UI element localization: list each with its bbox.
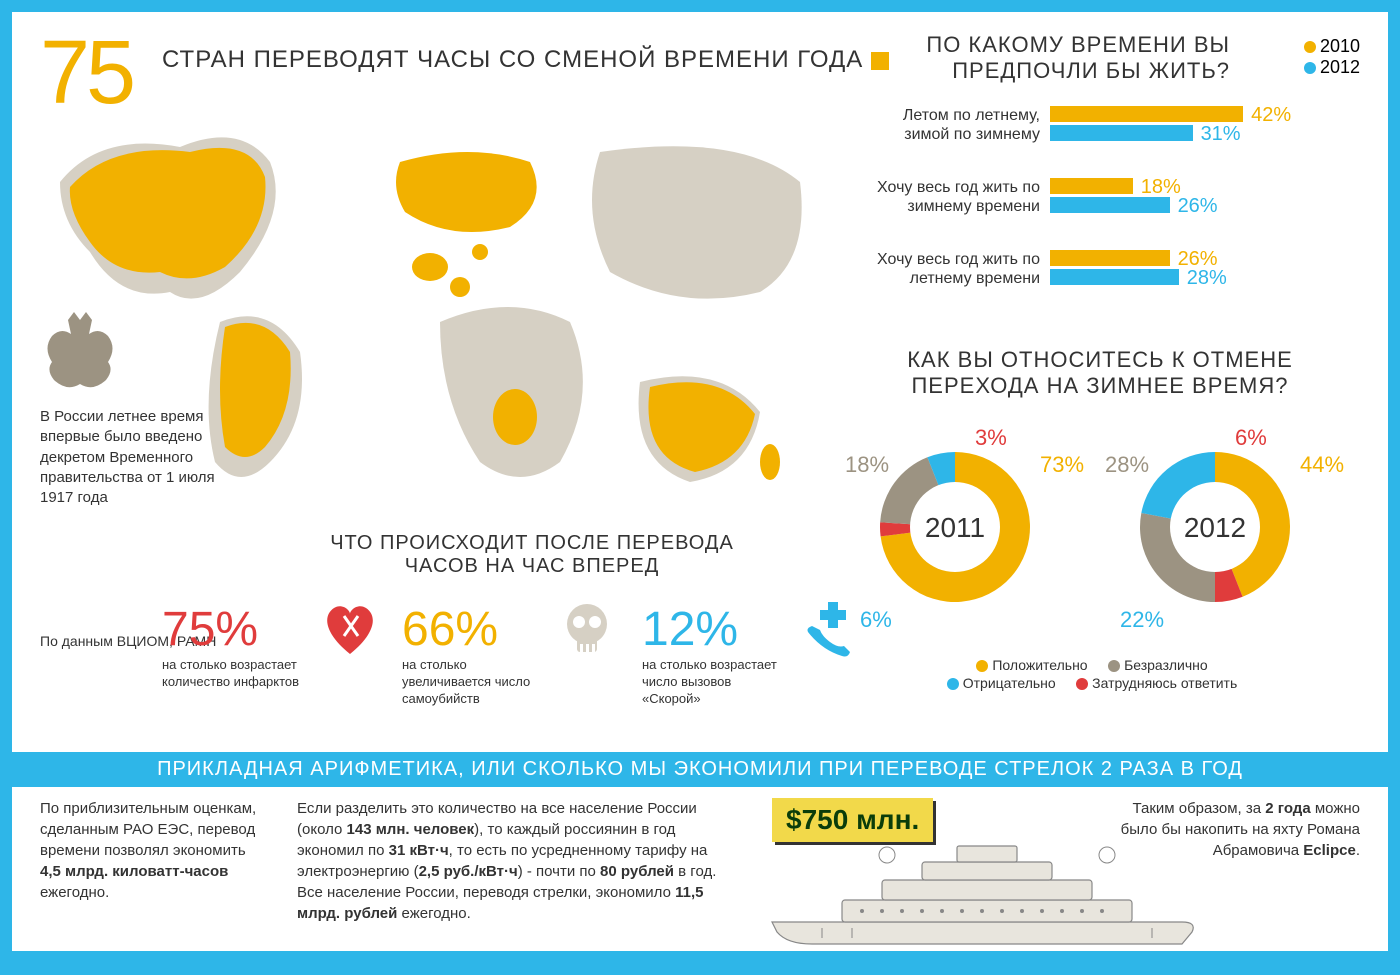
bar-2010: 18% xyxy=(1050,178,1133,194)
heart-icon xyxy=(320,602,380,662)
donut-pct-dk: 3% xyxy=(975,425,1007,451)
legend-2010-label: 2010 xyxy=(1320,36,1360,56)
effect-value: 12% xyxy=(642,602,792,657)
bar-val-2010: 42% xyxy=(1251,104,1291,127)
bar-val-2012: 31% xyxy=(1201,123,1241,146)
header-title: СТРАН ПЕРЕВОДЯТ ЧАСЫ СО СМЕНОЙ ВРЕМЕНИ Г… xyxy=(162,46,889,74)
footer-banner: ПРИКЛАДНАЯ АРИФМЕТИКА, ИЛИ СКОЛЬКО МЫ ЭК… xyxy=(12,752,1388,787)
history-fact: В России летнее время впервые было введе… xyxy=(40,407,220,508)
bar-2010: 26% xyxy=(1050,250,1170,266)
effect-stat-2: 12%на столько возрастает число вызовов «… xyxy=(642,602,862,708)
effect-stat-0: 75%на столько возрастает количество инфа… xyxy=(162,602,382,708)
survey1-title-l2: ПРЕДПОЧЛИ БЫ ЖИТЬ? xyxy=(952,58,1230,83)
legend-2010: 2010 xyxy=(1304,36,1360,57)
survey-preference: ПО КАКОМУ ВРЕМЕНИ ВЫ ПРЕДПОЧЛИ БЫ ЖИТЬ? … xyxy=(840,32,1360,322)
bar-2012: 28% xyxy=(1050,269,1179,285)
bar-val-2012: 26% xyxy=(1178,195,1218,218)
bar-row-2: Хочу весь год жить полетнему времени26% 2… xyxy=(840,250,1360,296)
bar-2012: 31% xyxy=(1050,125,1193,141)
bar-label: Хочу весь год жить позимнему времени xyxy=(840,178,1050,216)
donut-legend: Положительно Безразлично Отрицательно За… xyxy=(840,657,1360,693)
donut-title-l2: ПЕРЕХОДА НА ЗИМНЕЕ ВРЕМЯ? xyxy=(911,373,1288,398)
effects-title: ЧТО ПРОИСХОДИТ ПОСЛЕ ПЕРЕВОДА ЧАСОВ НА Ч… xyxy=(242,532,822,578)
effects-title-l2: ЧАСОВ НА ЧАС ВПЕРЕД xyxy=(405,555,660,577)
bar-2012: 26% xyxy=(1050,197,1170,213)
effects-title-l1: ЧТО ПРОИСХОДИТ ПОСЛЕ ПЕРЕВОДА xyxy=(330,532,734,554)
footer-col1: По приблизительным оценкам, сделанным РА… xyxy=(40,798,270,903)
donut-pct-pos: 44% xyxy=(1300,452,1344,478)
bar-label: Хочу весь год жить полетнему времени xyxy=(840,250,1050,288)
effect-value: 75% xyxy=(162,602,312,657)
legend-dk: Затрудняюсь ответить xyxy=(1092,675,1237,691)
bar-val-2010: 18% xyxy=(1141,176,1181,199)
donut-pct-dk: 6% xyxy=(1235,425,1267,451)
legend-2012: 2012 xyxy=(1304,57,1360,78)
coat-of-arms-icon xyxy=(40,312,120,407)
bar-row-1: Хочу весь год жить позимнему времени18%2… xyxy=(840,178,1360,224)
donut-2011: 2011 3% 73% 18% 6% xyxy=(845,417,1095,647)
footer-col2: Если разделить это количество на все нас… xyxy=(297,798,727,924)
effects-stats: 75%на столько возрастает количество инфа… xyxy=(162,602,862,708)
donut-pct-neg: 6% xyxy=(860,607,892,633)
effect-desc: на столько возрастает число вызовов «Ско… xyxy=(642,657,792,708)
donut-title-l1: КАК ВЫ ОТНОСИТЕСЬ К ОТМЕНЕ xyxy=(907,347,1293,372)
bar-2010: 42% xyxy=(1050,106,1243,122)
skull-icon xyxy=(560,602,615,662)
effect-desc: на столько возрастает количество инфаркт… xyxy=(162,657,312,691)
effect-stat-1: 66%на столько увеличивается число самоуб… xyxy=(402,602,622,708)
infographic-canvas: 75 СТРАН ПЕРЕВОДЯТ ЧАСЫ СО СМЕНОЙ ВРЕМЕН… xyxy=(12,12,1388,951)
legend-2012-label: 2012 xyxy=(1320,57,1360,77)
bar-label: Летом по летнему,зимой по зимнему xyxy=(840,106,1050,144)
bar-val-2012: 28% xyxy=(1187,267,1227,290)
effects-section: ЧТО ПРОИСХОДИТ ПОСЛЕ ПЕРЕВОДА ЧАСОВ НА Ч… xyxy=(242,532,822,578)
yacht-icon xyxy=(752,832,1202,952)
bar-row-0: Летом по летнему,зимой по зимнему42%31% xyxy=(840,106,1360,152)
donut-2012: 2012 6% 44% 28% 22% xyxy=(1105,417,1355,647)
donut-pct-ind: 18% xyxy=(845,452,889,478)
svg-text:2012: 2012 xyxy=(1184,512,1246,543)
legend-neg: Отрицательно xyxy=(963,675,1056,691)
survey1-title-l1: ПО КАКОМУ ВРЕМЕНИ ВЫ xyxy=(926,32,1230,57)
donut-pct-ind: 28% xyxy=(1105,452,1149,478)
header-title-text: СТРАН ПЕРЕВОДЯТ ЧАСЫ СО СМЕНОЙ ВРЕМЕНИ Г… xyxy=(162,46,863,73)
legend-pos: Положительно xyxy=(992,657,1087,673)
legend-ind: Безразлично xyxy=(1124,657,1208,673)
svg-text:2011: 2011 xyxy=(925,512,985,543)
donut-pct-neg: 22% xyxy=(1120,607,1164,633)
effect-desc: на столько увеличивается число самоубийс… xyxy=(402,657,552,708)
donut-pct-pos: 73% xyxy=(1040,452,1084,478)
donut-title: КАК ВЫ ОТНОСИТЕСЬ К ОТМЕНЕ ПЕРЕХОДА НА З… xyxy=(840,347,1360,399)
effect-value: 66% xyxy=(402,602,552,657)
donut-section: КАК ВЫ ОТНОСИТЕСЬ К ОТМЕНЕ ПЕРЕХОДА НА З… xyxy=(840,347,1360,693)
